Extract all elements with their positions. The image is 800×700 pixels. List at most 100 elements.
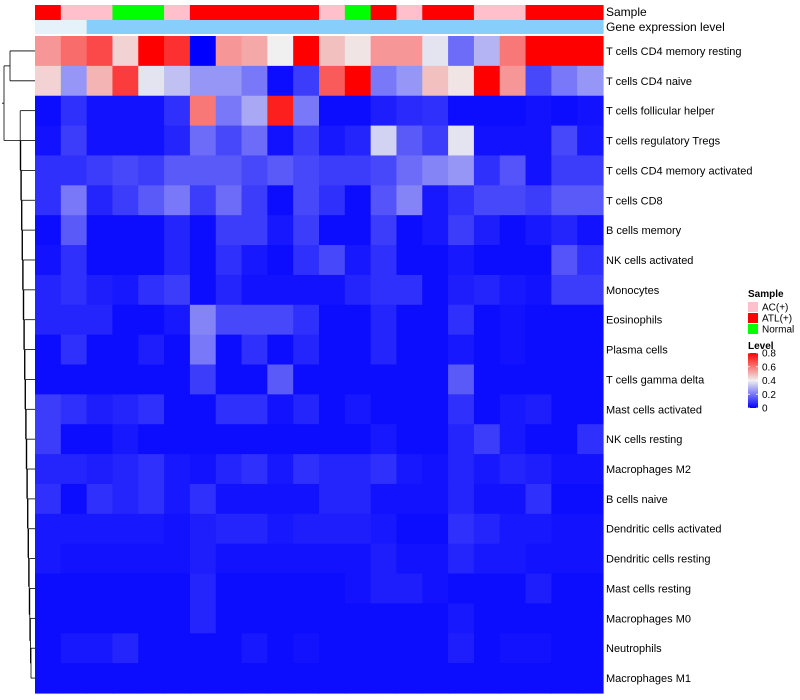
heatmap-cell (35, 125, 62, 157)
heatmap-cell (551, 513, 578, 545)
expression-level-annotation-cell (138, 20, 165, 34)
heatmap-cell (293, 513, 320, 545)
heatmap-cell (396, 334, 423, 366)
heatmap-cell (35, 274, 62, 306)
heatmap-cell (577, 364, 604, 395)
row-label: Macrophages M0 (606, 613, 691, 625)
heatmap-cell (35, 483, 62, 515)
heatmap-cell (370, 185, 398, 216)
sample-legend-label: ATL(+) (762, 314, 792, 325)
heatmap-cell (448, 364, 475, 395)
heatmap-cell (215, 633, 243, 664)
heatmap-cell (267, 394, 294, 425)
heatmap-cell (112, 364, 139, 395)
heatmap-cell (448, 36, 475, 67)
heatmap-cell (267, 334, 294, 366)
heatmap-cell (422, 364, 449, 395)
row-label: Dendritic cells activated (606, 524, 722, 536)
heatmap-cell (551, 394, 578, 425)
heatmap-cell (35, 364, 62, 395)
heatmap-cell (499, 513, 527, 545)
heatmap-cell (422, 245, 449, 276)
heatmap-cell (60, 245, 88, 276)
heatmap-cell (525, 334, 552, 366)
heatmap-cell (370, 483, 398, 515)
sample-annotation-cell (164, 5, 191, 20)
row-dendrogram (2, 50, 35, 679)
expression-level-annotation-cell (525, 20, 552, 34)
row-label: Monocytes (606, 285, 660, 297)
heatmap-cell (319, 513, 346, 545)
heatmap-cell (60, 65, 88, 97)
heatmap-cell (112, 245, 139, 276)
heatmap-cell (35, 304, 62, 336)
heatmap-cell (396, 603, 423, 634)
heatmap-cell (267, 125, 294, 157)
heatmap-cell (267, 155, 294, 186)
heatmap-cell (35, 185, 62, 216)
heatmap-cell (138, 603, 165, 634)
heatmap-cell (86, 65, 114, 97)
sample-legend-swatch (748, 313, 758, 323)
heatmap-cell (35, 513, 62, 545)
heatmap-cell (577, 304, 604, 336)
heatmap-cell (577, 573, 604, 605)
heatmap-cell (525, 125, 552, 157)
heatmap-cell (525, 543, 552, 575)
heatmap-cell (267, 454, 294, 485)
heatmap-cell (551, 215, 578, 246)
heatmap-cell (396, 274, 423, 306)
expression-level-annotation-cell (189, 20, 217, 34)
heatmap-cell (499, 394, 527, 425)
heatmap-cell (293, 245, 320, 276)
heatmap-cell (499, 543, 527, 575)
heatmap-cell (215, 543, 243, 575)
heatmap-cell (241, 65, 268, 97)
heatmap-cell (164, 454, 191, 485)
heatmap-cell (241, 185, 268, 216)
heatmap-cell (138, 424, 165, 455)
heatmap-cell (551, 633, 578, 664)
heatmap-cell (215, 245, 243, 276)
heatmap-cell (422, 65, 449, 97)
heatmap-cell (35, 663, 62, 694)
heatmap-cell (112, 36, 139, 67)
heatmap-cell (319, 155, 346, 186)
heatmap-cell (241, 424, 268, 455)
heatmap-cell (319, 185, 346, 216)
heatmap-cell (215, 274, 243, 306)
heatmap-cell (551, 245, 578, 276)
heatmap-cell (577, 454, 604, 485)
heatmap-cell (319, 663, 346, 694)
heatmap-cell (35, 424, 62, 455)
heatmap-cell (215, 185, 243, 216)
heatmap-cell (525, 185, 552, 216)
heatmap-cell (112, 304, 139, 336)
heatmap-cell (551, 36, 578, 67)
heatmap-cell (267, 364, 294, 395)
heatmap-cell (241, 334, 268, 366)
heatmap-cell (499, 65, 527, 97)
heatmap-cell (138, 245, 165, 276)
heatmap-cell (112, 215, 139, 246)
heatmap-cell (473, 215, 501, 246)
level-legend-colorbar (748, 353, 758, 408)
heatmap-cell (267, 543, 294, 575)
heatmap-cell (112, 95, 139, 127)
heatmap-cell (499, 663, 527, 694)
heatmap-cell (164, 245, 191, 276)
heatmap-cell (422, 215, 449, 246)
heatmap-cell (215, 65, 243, 97)
row-label: Macrophages M2 (606, 464, 691, 476)
heatmap-cell (267, 65, 294, 97)
heatmap-cell (473, 245, 501, 276)
heatmap-cell (344, 245, 372, 276)
heatmap-cell (370, 304, 398, 336)
heatmap-cell (448, 663, 475, 694)
heatmap-cell (60, 424, 88, 455)
heatmap-cell (112, 274, 139, 306)
heatmap-cell (448, 155, 475, 186)
level-legend-title: Level (748, 341, 774, 352)
heatmap-cell (267, 215, 294, 246)
row-label: T cells CD4 memory activated (606, 165, 753, 177)
